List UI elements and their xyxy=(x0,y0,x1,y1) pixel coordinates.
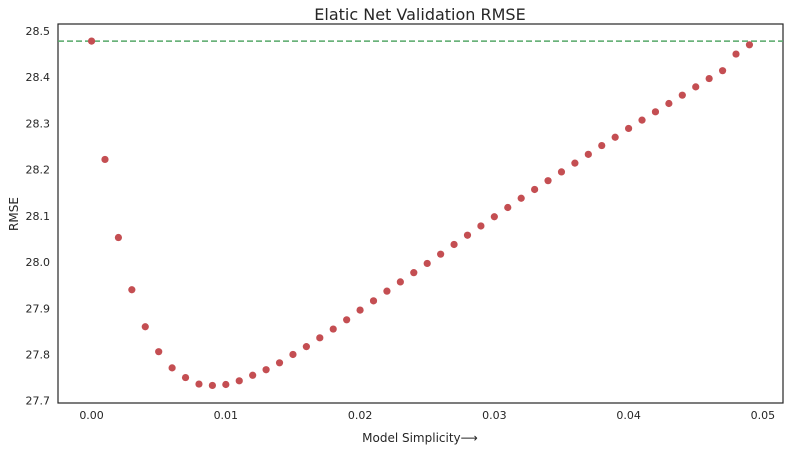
data-point xyxy=(490,213,498,221)
data-point xyxy=(678,91,686,99)
y-tick-label: 27.7 xyxy=(26,395,51,408)
data-point xyxy=(598,141,606,150)
y-tick-label: 27.8 xyxy=(26,348,51,361)
data-point xyxy=(531,185,539,194)
data-point xyxy=(141,323,149,331)
data-point xyxy=(396,278,404,286)
data-point xyxy=(423,259,431,268)
data-point xyxy=(87,37,96,45)
data-point xyxy=(316,334,324,342)
data-point xyxy=(181,373,190,382)
x-tick-label: 0.01 xyxy=(214,409,239,422)
x-tick-label: 0.05 xyxy=(751,409,776,422)
data-point xyxy=(343,316,351,324)
y-tick-label: 27.9 xyxy=(26,302,51,315)
data-point xyxy=(638,116,646,124)
data-point xyxy=(718,67,727,75)
data-point xyxy=(195,380,203,388)
data-point xyxy=(369,297,378,305)
x-tick-label: 0.03 xyxy=(482,409,507,422)
data-point xyxy=(208,381,216,390)
data-point xyxy=(168,364,176,372)
data-point xyxy=(235,377,243,385)
data-point xyxy=(101,155,109,164)
data-point xyxy=(383,287,391,295)
x-axis-label: Model Simplicity⟶ xyxy=(362,431,478,445)
data-point xyxy=(262,366,270,374)
data-point xyxy=(732,50,740,58)
data-point xyxy=(437,250,445,258)
data-point xyxy=(114,233,123,242)
data-point xyxy=(584,150,592,158)
data-point xyxy=(745,41,754,49)
data-point xyxy=(611,133,619,141)
x-tick-label: 0.00 xyxy=(79,409,104,422)
data-point xyxy=(692,83,700,91)
data-point xyxy=(665,99,673,108)
data-point xyxy=(544,177,552,185)
y-tick-label: 28.0 xyxy=(26,256,51,269)
y-tick-label: 28.5 xyxy=(26,25,51,38)
data-point xyxy=(222,380,230,389)
data-point xyxy=(249,371,257,379)
chart-title: Elatic Net Validation RMSE xyxy=(314,5,525,24)
data-point xyxy=(128,286,136,294)
data-point xyxy=(275,359,284,367)
data-point xyxy=(517,194,525,202)
data-point xyxy=(302,343,310,351)
data-point xyxy=(450,240,458,249)
data-point xyxy=(571,159,579,167)
y-axis-label: RMSE xyxy=(7,197,21,231)
data-point xyxy=(463,231,472,239)
data-point xyxy=(289,350,297,359)
data-point xyxy=(356,306,364,314)
data-point xyxy=(504,203,512,212)
data-point xyxy=(625,124,633,133)
data-point xyxy=(477,222,485,230)
y-tick-label: 28.3 xyxy=(26,117,51,130)
data-point xyxy=(705,74,713,83)
y-tick-label: 28.4 xyxy=(26,71,51,84)
data-point xyxy=(410,269,418,277)
y-tick-label: 28.2 xyxy=(26,164,51,177)
y-tick-label: 28.1 xyxy=(26,210,51,223)
x-tick-label: 0.04 xyxy=(616,409,641,422)
plot-area xyxy=(57,23,784,404)
data-point xyxy=(651,108,660,116)
data-point xyxy=(557,168,566,176)
x-tick-label: 0.02 xyxy=(348,409,373,422)
data-point xyxy=(329,325,337,333)
data-point xyxy=(155,348,163,356)
